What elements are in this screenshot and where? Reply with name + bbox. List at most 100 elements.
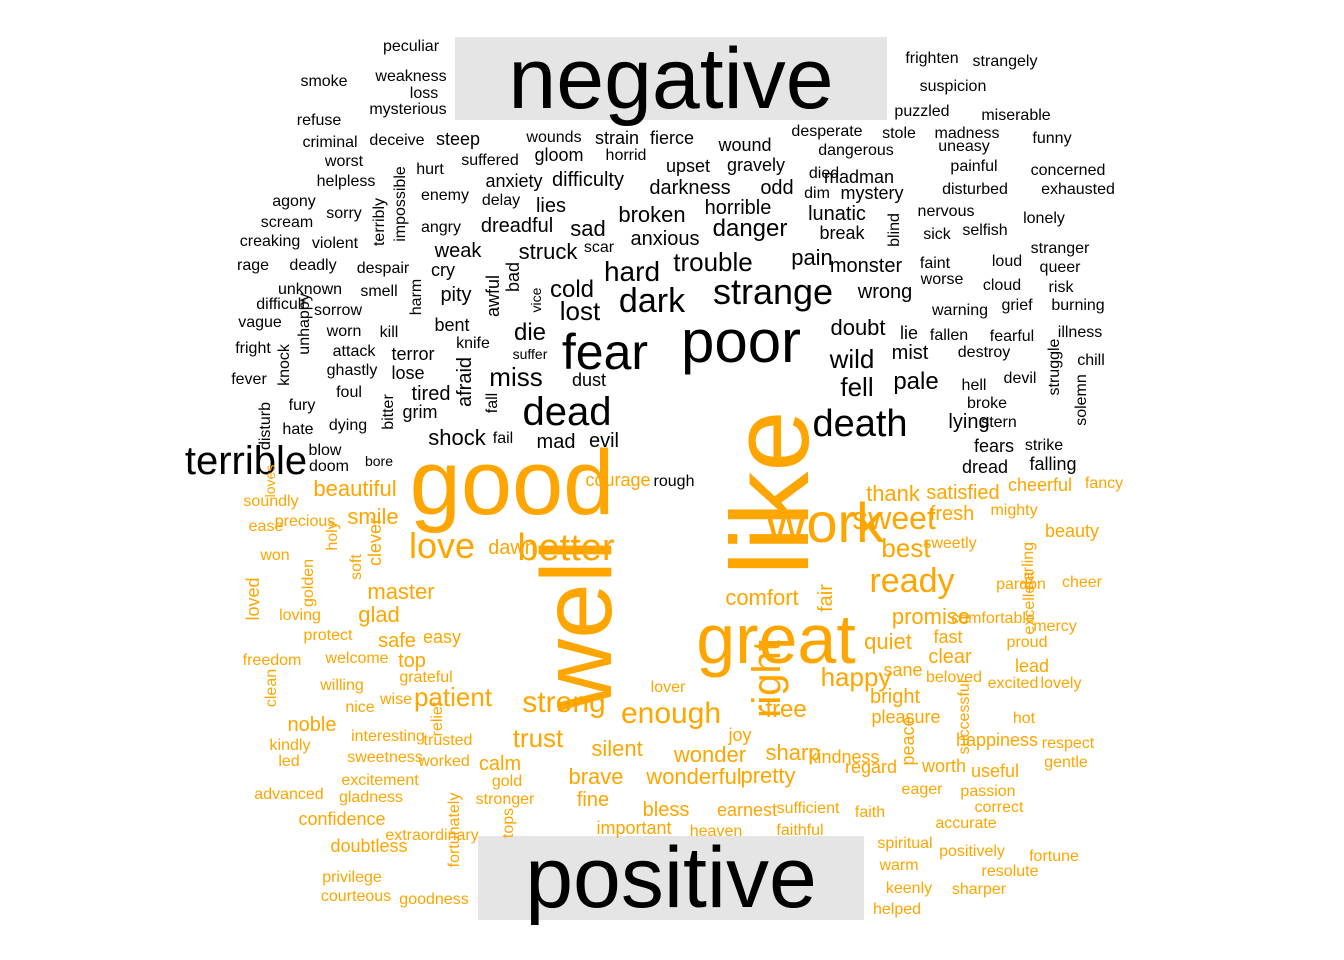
word-worth: worth <box>921 756 967 776</box>
word-struggle: struggle <box>1046 338 1063 396</box>
word-led: led <box>278 753 300 770</box>
word-broke: broke <box>966 395 1008 412</box>
word-doubtless: doubtless <box>330 836 408 856</box>
word-knife: knife <box>456 335 490 352</box>
word-impossible: impossible <box>392 166 409 242</box>
word-sorry: sorry <box>326 205 362 222</box>
word-dim: dim <box>804 185 830 202</box>
word-safe: safe <box>378 630 416 652</box>
word-wrong: wrong <box>857 281 913 303</box>
word-beauty: beauty <box>1044 521 1100 541</box>
word-worst: worst <box>324 153 364 170</box>
word-fright: fright <box>235 340 271 357</box>
word-wonder: wonder <box>673 742 747 767</box>
word-faithful: faithful <box>776 822 824 839</box>
word-passion: passion <box>960 783 1016 800</box>
word-dying: dying <box>328 417 368 434</box>
word-burning: burning <box>1051 297 1105 314</box>
word-beloved: beloved <box>925 669 983 686</box>
word-cold: cold <box>549 276 595 303</box>
word-dreadful: dreadful <box>480 215 554 237</box>
word-strangely: strangely <box>972 53 1038 70</box>
word-lost: lost <box>559 296 601 326</box>
word-pain: pain <box>791 245 833 270</box>
word-terrible: terrible <box>184 439 308 483</box>
word-difficulty: difficulty <box>552 169 624 191</box>
word-sweet: sweet <box>852 500 936 536</box>
word-peace: peace <box>898 716 918 766</box>
word-trust: trust <box>512 723 564 753</box>
word-glad: glad <box>358 602 400 627</box>
word-dust: dust <box>571 370 607 390</box>
negative-group-label: negative <box>455 36 887 122</box>
word-privilege: privilege <box>322 869 382 886</box>
word-strong: strong <box>522 686 606 719</box>
word-hurt: hurt <box>416 161 444 178</box>
word-fortunately: fortunately <box>446 792 463 868</box>
word-sorrow: sorrow <box>313 302 363 319</box>
word-nice: nice <box>345 699 375 716</box>
word-won: won <box>260 547 290 564</box>
word-blind: blind <box>886 213 903 247</box>
word-helped: helped <box>872 901 922 918</box>
word-fall: fall <box>484 392 501 414</box>
word-helpless: helpless <box>316 173 376 190</box>
word-resolute: resolute <box>981 863 1039 880</box>
word-dark: dark <box>618 282 686 320</box>
word-willing: willing <box>320 677 364 694</box>
word-danger: danger <box>712 215 788 242</box>
word-courteous: courteous <box>320 888 392 905</box>
word-doom: doom <box>308 458 350 475</box>
word-scream: scream <box>260 214 314 231</box>
word-risk: risk <box>1048 279 1074 296</box>
word-warning: warning <box>931 302 989 319</box>
word-freedom: freedom <box>242 652 302 669</box>
word-hate: hate <box>282 421 314 438</box>
word-mighty: mighty <box>990 502 1038 519</box>
word-evil: evil <box>588 430 620 452</box>
word-odd: odd <box>760 177 794 199</box>
word-mysterious: mysterious <box>369 101 447 118</box>
word-cheerful: cheerful <box>1007 475 1073 495</box>
word-wounds: wounds <box>526 129 582 146</box>
word-bore: bore <box>364 453 394 469</box>
word-darkness: darkness <box>649 177 731 199</box>
word-grateful: grateful <box>399 669 453 686</box>
word-top: top <box>398 650 426 672</box>
word-selfish: selfish <box>962 222 1008 239</box>
word-enemy: enemy <box>420 187 470 204</box>
word-struck: struck <box>518 239 578 264</box>
word-patient: patient <box>413 682 493 712</box>
word-fears: fears <box>973 436 1015 456</box>
word-violent: violent <box>311 235 359 252</box>
word-fresh: fresh <box>929 503 975 525</box>
word-horrid: horrid <box>605 147 647 164</box>
word-disturbed: disturbed <box>942 181 1008 198</box>
word-satisfied: satisfied <box>926 482 1000 504</box>
word-concerned: concerned <box>1030 162 1106 179</box>
word-happy: happy <box>820 662 892 692</box>
word-pale: pale <box>893 368 939 395</box>
word-steep: steep <box>435 129 481 149</box>
word-devil: devil <box>1003 370 1037 387</box>
word-fine: fine <box>576 789 610 811</box>
word-hot: hot <box>1012 710 1036 727</box>
word-keenly: keenly <box>885 880 933 897</box>
word-spiritual: spiritual <box>877 835 933 852</box>
word-happiness: happiness <box>955 730 1039 750</box>
word-excited: excited <box>987 675 1039 692</box>
word-deadly: deadly <box>289 257 337 274</box>
word-accurate: accurate <box>935 815 997 832</box>
word-despair: despair <box>356 260 410 277</box>
word-sweetness: sweetness <box>347 749 423 766</box>
word-worn: worn <box>326 323 362 340</box>
word-brave: brave <box>568 764 624 789</box>
word-blow: blow <box>308 442 342 459</box>
word-master: master <box>367 579 435 604</box>
word-lie: lie <box>899 323 919 343</box>
word-lovely: lovely <box>1040 675 1082 692</box>
word-proud: proud <box>1006 634 1048 651</box>
word-stole: stole <box>882 125 916 142</box>
word-sweetly: sweetly <box>923 535 977 552</box>
word-fever: fever <box>231 371 267 388</box>
